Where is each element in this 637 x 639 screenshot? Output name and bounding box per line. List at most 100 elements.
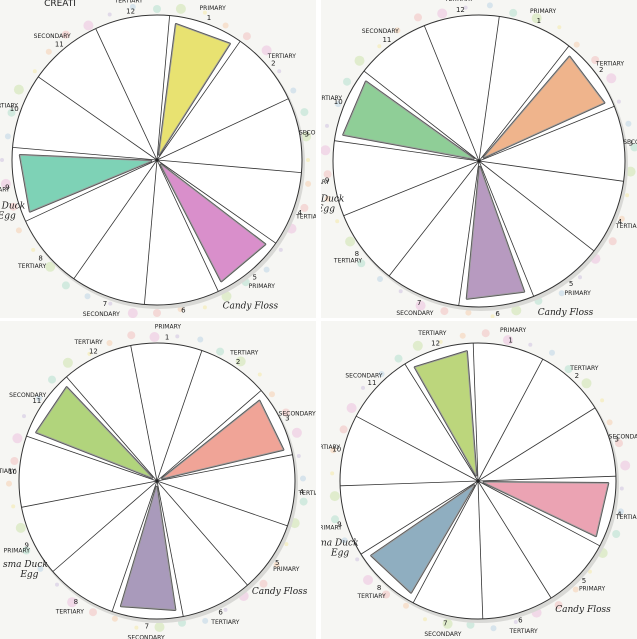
painted-swatch-4 [483,481,609,537]
watercolor-splash [11,504,16,509]
watercolor-splash [502,335,513,346]
number-label-7: 7 [443,619,447,627]
category-label-10: TERTIARY [0,102,18,109]
watercolor-splash [62,357,73,368]
watercolor-splash [0,178,11,189]
photo-panel-pink-blue-olive: 1PRIMARY2TERTIARY3SECONDARY4TERTIARY5PRI… [321,321,637,639]
wheel-divider-line [477,480,600,547]
watercolor-splash [513,620,518,624]
watercolor-splash [509,8,518,17]
number-label-9: 9 [24,542,28,550]
number-label-3: 3 [614,436,618,444]
category-label-1: PRIMARY [500,327,527,334]
wheel-divider-line [478,160,595,252]
watercolor-splash [572,586,579,593]
number-label-7: 7 [417,299,421,307]
wheel-divider-line [156,40,241,161]
number-label-1: 1 [508,337,512,345]
watercolor-splash [149,332,160,342]
watercolor-splash [361,385,365,390]
category-label-5: PRIMARY [579,585,606,592]
watercolor-splash [277,69,282,74]
watercolor-splash [154,622,165,632]
watercolor-splash [306,158,310,162]
photo-panel-orange-purple-green: 1PRIMARY2TERTIARY3SECONDARY4TERTIARY5PRI… [321,0,637,318]
wheel-divider-line [25,159,158,222]
horizontal-divider [0,318,637,321]
handwritten-duck-egg-line2: Egg [0,212,16,222]
watercolor-splash [612,530,621,538]
category-label-10: TERTIARY [321,95,342,102]
wheel-divider-line [423,25,480,162]
watercolor-splash [4,133,11,140]
watercolor-splash [15,522,26,533]
category-label-7: SECONDARY [396,310,433,317]
category-label-1: PRIMARY [200,5,227,12]
wheel-center [155,479,159,483]
number-label-4: 4 [298,209,303,217]
number-label-11: 11 [32,397,41,405]
watercolor-splash [242,32,251,41]
watercolor-splash [273,561,280,568]
handwritten-duck-egg-line1: sma Duck [321,539,359,549]
painted-swatch-8 [370,485,475,594]
category-label-4: TERTIARY [295,214,316,221]
category-label-2: TERTIARY [229,350,259,357]
number-label-1: 1 [207,14,211,22]
watercolor-splash [591,56,600,64]
wheel-divider-line [478,16,500,162]
wheel-divider-line [458,160,480,306]
wheel-divider-line [472,343,479,482]
watercolor-splash [343,77,351,86]
wheel-divider-line [477,480,552,599]
watercolor-splash [587,569,592,574]
category-label-11: SECONDARY [9,392,46,399]
watercolor-splash [61,281,70,290]
watercolor-splash [357,259,366,268]
category-label-2: TERTIARY [267,53,297,60]
category-label-6: TERTIARY [509,628,539,635]
wheel-divider-line [66,376,158,482]
handwritten-duck-egg-line2: Egg [19,570,38,580]
watercolor-splash [394,354,403,363]
watercolor-splash [581,378,592,389]
number-label-12: 12 [431,339,440,347]
watercolor-splash [554,601,563,610]
watercolor-splash [382,590,391,599]
panel-pink-blue-olive-drawing: 1PRIMARY2TERTIARY3SECONDARY4TERTIARY5PRI… [321,321,637,639]
category-label-5: PRIMARY [565,290,592,297]
category-label-12: TERTIARY [114,0,144,5]
watercolor-splash [257,372,262,377]
number-label-9: 9 [325,177,329,185]
painted-swatch-10 [342,81,474,160]
category-label-3: SECONDARY [623,139,637,146]
number-label-12: 12 [89,348,98,356]
watercolor-splash [22,546,31,555]
watercolor-splash [9,202,18,211]
category-label-9: PRIMARY [0,186,10,193]
watercolor-splash [481,329,490,338]
watercolor-splash [55,582,59,587]
handwritten-candy-floss: Candy Floss [252,587,308,597]
category-label-6: TERTIARY [210,619,240,626]
painted-swatch-2 [483,56,605,158]
watercolor-splash [22,414,26,419]
wheel-divider-line [478,105,615,162]
wheel-divider-line [95,28,158,161]
wheel-divider-line [156,480,248,586]
watercolor-splash [13,84,24,95]
wheel-divider-line [156,159,302,173]
watercolor-splash [61,30,70,39]
wheel-divider-line [111,480,158,612]
watercolor-splash [269,391,275,398]
number-label-1: 1 [537,17,541,25]
watercolor-splash [202,10,207,15]
category-label-11: SECONDARY [345,373,382,380]
watercolor-splash [12,433,23,444]
watercolor-splash [291,427,302,438]
watercolor-splash [48,375,56,384]
number-label-4: 4 [617,511,622,519]
category-label-1: PRIMARY [530,8,557,15]
watercolor-splash [197,336,204,343]
